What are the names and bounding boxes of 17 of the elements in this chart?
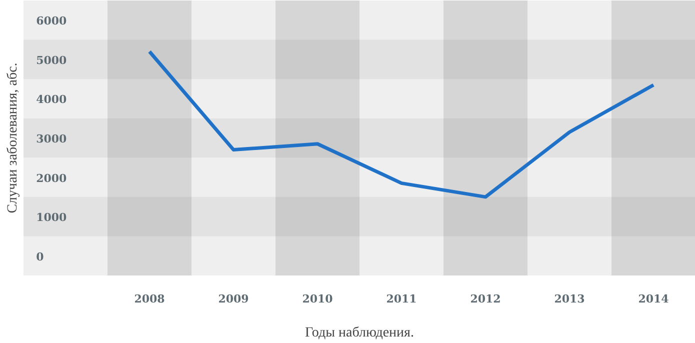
y-tick-label: 1000 <box>36 211 68 224</box>
y-tick-label: 2000 <box>36 172 68 185</box>
x-tick-label: 2009 <box>218 292 249 306</box>
x-axis-title: Годы наблюдения. <box>305 326 414 340</box>
x-tick-label: 2011 <box>386 292 417 306</box>
x-tick-label: 2008 <box>134 292 166 306</box>
line-series <box>148 50 656 199</box>
x-tick-label: 2014 <box>638 292 670 306</box>
y-tick-label: 6000 <box>36 14 68 28</box>
y-tick-label: 5000 <box>36 54 68 67</box>
y-tick-label: 4000 <box>36 93 68 106</box>
x-tick-label: 2010 <box>302 292 334 306</box>
y-axis-title: Случаи заболевания, абс. <box>6 62 20 214</box>
y-tick-label: 0 <box>36 250 44 264</box>
y-tick-label: 3000 <box>36 132 68 146</box>
x-tick-label: 2012 <box>470 292 501 306</box>
x-tick-label: 2013 <box>554 292 585 306</box>
